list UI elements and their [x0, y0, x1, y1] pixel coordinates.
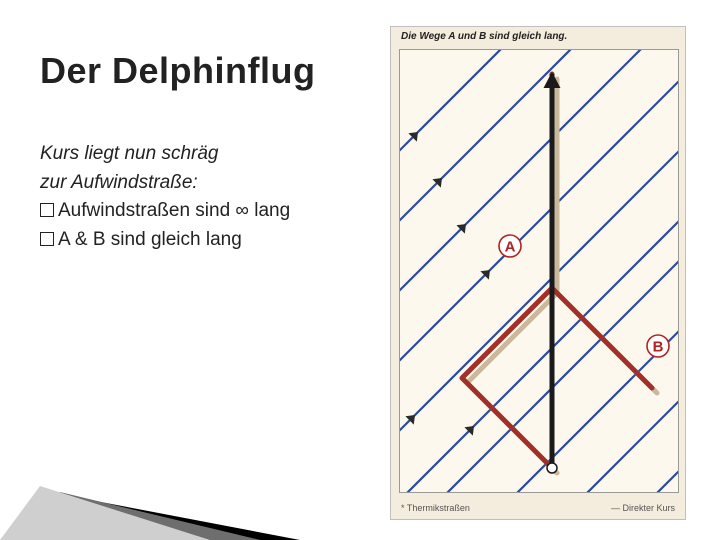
bullet-2: A & B sind gleich lang — [58, 229, 242, 250]
legend-thermik: * Thermikstraßen — [401, 503, 470, 513]
checkbox-icon — [40, 203, 54, 217]
checkbox-icon — [40, 232, 54, 246]
legend-direkt: — Direkter Kurs — [611, 503, 675, 513]
corner-decoration — [0, 470, 300, 540]
bullet-1: Aufwindstraßen sind ∞ lang — [58, 200, 290, 221]
slide-title: Der Delphinflug — [40, 50, 316, 92]
figure-caption-top: Die Wege A und B sind gleich lang. — [401, 31, 567, 42]
intro-line-1: Kurs liegt nun schräg — [40, 143, 219, 164]
svg-text:B: B — [653, 339, 664, 356]
intro-line-2: zur Aufwindstraße: — [40, 172, 198, 193]
figure-caption-bottom: * Thermikstraßen — Direkter Kurs — [401, 503, 675, 513]
figure-svg: A B — [399, 49, 679, 493]
svg-text:A: A — [505, 239, 516, 256]
figure-panel: Die Wege A und B sind gleich lang. A — [390, 26, 686, 520]
body-text: Kurs liegt nun schräg zur Aufwindstraße:… — [40, 140, 370, 254]
